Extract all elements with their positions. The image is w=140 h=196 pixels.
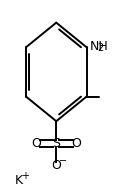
Text: NH: NH — [90, 40, 109, 53]
Text: O: O — [51, 159, 61, 172]
Text: K: K — [15, 174, 23, 187]
Text: O: O — [71, 137, 81, 150]
Text: 2: 2 — [98, 43, 104, 53]
Text: −: − — [59, 156, 67, 166]
Text: S: S — [52, 137, 60, 150]
Text: +: + — [21, 171, 29, 181]
Text: O: O — [32, 137, 41, 150]
